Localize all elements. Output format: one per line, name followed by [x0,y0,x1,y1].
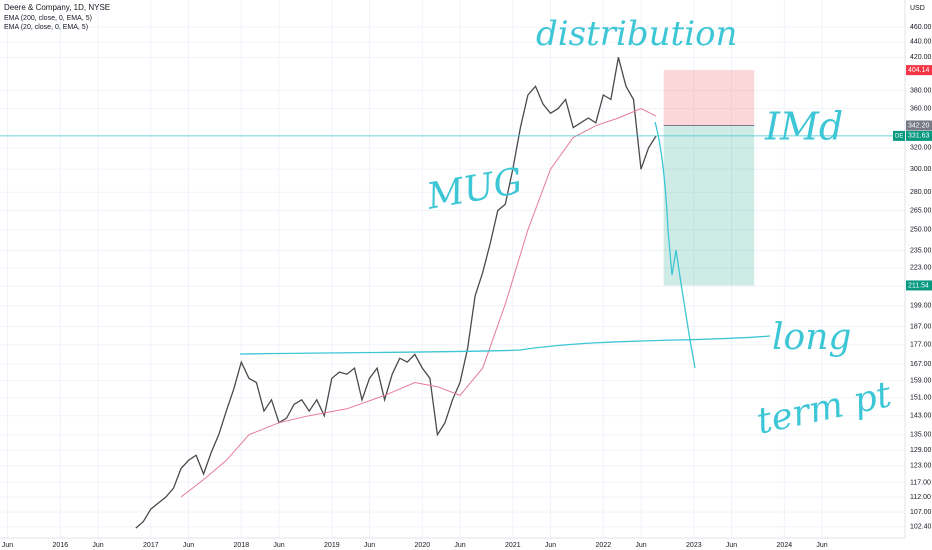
x-tick-label: Jun [183,542,194,549]
target-zone [663,125,755,286]
y-tick-label: 223.00 [910,265,932,272]
price-line [180,108,657,498]
y-tick-label: 159.00 [910,377,932,384]
x-tick-label: Jun [92,542,103,549]
y-tick-label: 187.00 [910,323,932,330]
x-tick-label: Jun [273,542,284,549]
y-tick-label: 167.00 [910,361,932,368]
drawn-projection [654,121,696,369]
x-tick-label: 2016 [53,542,69,549]
x-tick-label: Jun [635,542,646,549]
y-tick-label: 380.00 [910,87,932,94]
entry-label: 342.20 [908,122,930,129]
y-tick-label: 112.00 [910,494,931,501]
x-tick-label: Jun [816,542,827,549]
y-tick-label: 177.00 [910,342,932,349]
plot [0,57,905,529]
y-tick-label: 135.00 [910,432,932,439]
y-tick-label: 360.00 [910,105,932,112]
y-tick-label: 280.00 [910,189,932,196]
y-tick-label: 420.00 [910,54,932,61]
x-tick-label: Jun [2,542,13,549]
annotation: long [772,317,851,358]
y-tick-label: 143.00 [910,413,932,420]
x-tick-label: 2017 [143,542,159,549]
x-tick-label: Jun [454,542,465,549]
y-tick-label: 440.00 [910,39,932,46]
y-tick-label: 199.00 [910,303,932,310]
x-tick-label: 2018 [234,542,250,549]
y-tick-label: 102.40 [910,524,932,531]
y-tick-label: 460.00 [910,24,932,31]
last-price-label: 331.63 [908,133,930,140]
indicator-label: EMA (20, close, 0, EMA, 5) [4,24,88,31]
y-tick-label: 107.00 [910,509,932,516]
stop-label: 404.14 [908,67,930,74]
y-tick-label: 123.00 [910,463,932,470]
x-tick-label: Jun [364,542,375,549]
y-tick-label: 300.00 [910,166,932,173]
stop-zone [663,70,755,126]
x-tick-label: Jun [726,542,737,549]
x-tick-label: 2022 [596,542,612,549]
x-tick-label: 2019 [324,542,340,549]
stop-label-bg [906,65,932,76]
y-tick-label: 250.00 [910,227,932,234]
target-label-bg [906,280,932,291]
y-tick-label: 320.00 [910,145,932,152]
price-line [135,57,657,529]
hand-drawing [239,121,771,369]
chart-title: Deere & Company, 1D, NYSE [4,3,110,12]
drawn-support [239,335,771,355]
y-tick-label: 265.00 [910,207,932,214]
x-tick-label: 2024 [777,542,793,549]
symbol-tag: DE [895,133,903,139]
x-tick-label: 2023 [686,542,702,549]
annotation: IMd [764,105,843,149]
target-label: 211.54 [908,282,929,289]
annotation: distribution [536,14,737,54]
symbol-tag-bg [893,130,905,141]
x-tick-label: Jun [545,542,556,549]
last-price-label-bg [906,130,932,141]
x-tick-label: 2021 [505,542,521,549]
entry-label-bg [906,120,932,131]
overlay: 404.14 342.20 331.63 211.54 DE [893,65,932,291]
y-tick-label: 151.00 [910,394,932,401]
y-tick-label: 129.00 [910,447,932,454]
y-tick-label: 117.00 [910,479,931,486]
x-tick-label: 2020 [415,542,431,549]
currency-label: USD [910,5,925,12]
indicator-label: EMA (200, close, 0, EMA, 5) [4,15,92,22]
y-tick-label: 235.00 [910,247,932,254]
